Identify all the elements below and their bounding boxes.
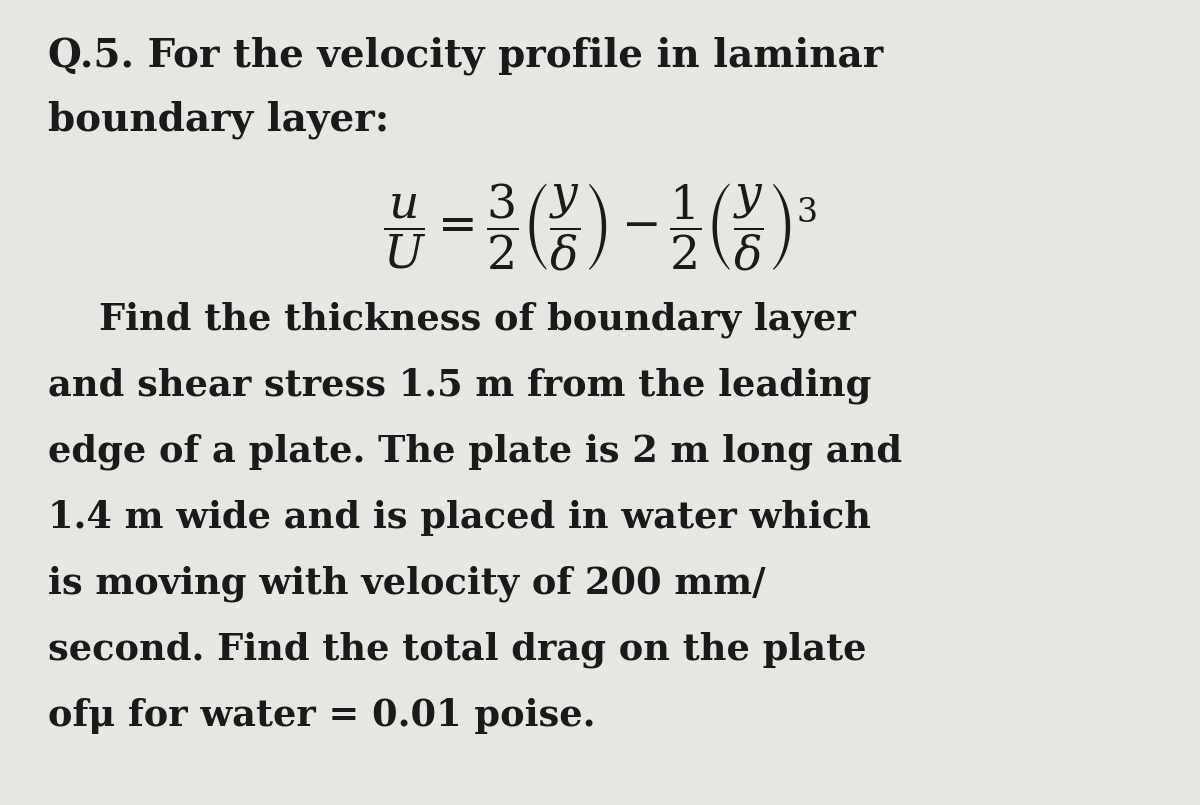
Text: edge of a plate. The plate is 2 m long and: edge of a plate. The plate is 2 m long a…: [48, 434, 902, 470]
Text: 1.4 m wide and is placed in water which: 1.4 m wide and is placed in water which: [48, 500, 871, 536]
Text: boundary layer:: boundary layer:: [48, 101, 389, 139]
Text: ofμ for water = 0.01 poise.: ofμ for water = 0.01 poise.: [48, 698, 595, 734]
Text: Q.5. For the velocity profile in laminar: Q.5. For the velocity profile in laminar: [48, 36, 883, 75]
Text: and shear stress 1.5 m from the leading: and shear stress 1.5 m from the leading: [48, 368, 871, 404]
Text: second. Find the total drag on the plate: second. Find the total drag on the plate: [48, 632, 866, 668]
Text: Find the thickness of boundary layer: Find the thickness of boundary layer: [48, 302, 856, 338]
Text: $\dfrac{u}{U} = \dfrac{3}{2}\left(\dfrac{y}{\delta}\right) - \dfrac{1}{2}\left(\: $\dfrac{u}{U} = \dfrac{3}{2}\left(\dfrac…: [383, 181, 817, 272]
Text: is moving with velocity of 200 mm/: is moving with velocity of 200 mm/: [48, 566, 766, 602]
